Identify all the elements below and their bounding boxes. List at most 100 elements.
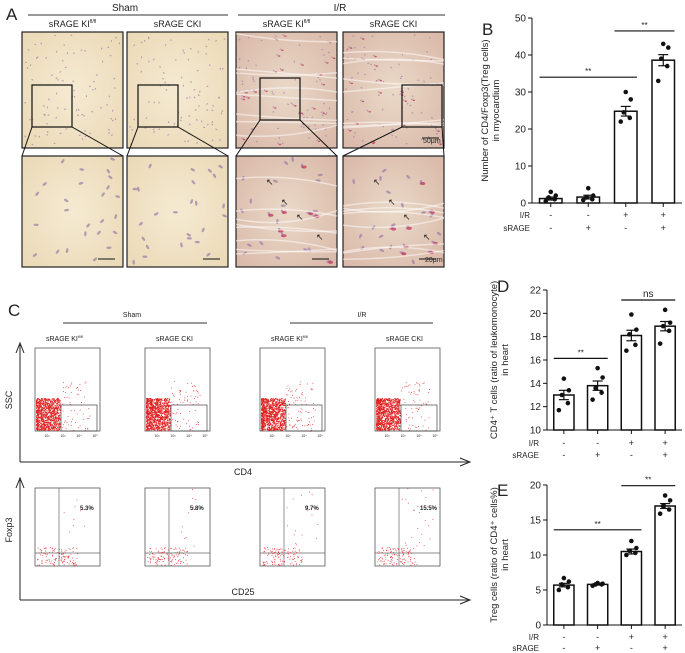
- panel-letter: E: [497, 481, 508, 500]
- data-point: [629, 312, 634, 317]
- row-label: I/R: [529, 633, 539, 642]
- cd4-gate: [400, 404, 438, 432]
- significance-label: **: [578, 348, 584, 357]
- condition-sign: -: [596, 438, 599, 448]
- data-point: [565, 584, 571, 590]
- condition-sign: +: [629, 632, 634, 642]
- data-point: [556, 407, 562, 413]
- condition-sign: -: [596, 632, 599, 642]
- data-point: [666, 328, 672, 334]
- data-point: [548, 189, 554, 195]
- data-point: [660, 503, 666, 509]
- bar: [654, 505, 676, 626]
- data-point: [546, 195, 552, 200]
- group-label-sham: Sham: [112, 3, 138, 14]
- cd4-gate: [170, 404, 208, 432]
- axis-tick: 10³: [60, 434, 66, 438]
- data-point: [660, 41, 666, 47]
- treg-percentage: 9.7%: [305, 506, 319, 512]
- data-point: [662, 307, 668, 313]
- data-point: [655, 78, 661, 84]
- y-tick-label: 20: [515, 125, 527, 136]
- x-axis-arrow-cd25: [20, 595, 472, 605]
- bar: [654, 325, 676, 431]
- axis-tick: 10²: [384, 434, 390, 438]
- chart-d: D 10 12 14 16 18 20 22 CD4⁺ T cells (ratio of le…: [489, 277, 682, 460]
- arrow-icon: ↖: [316, 232, 324, 242]
- zoom-connector: [441, 126, 445, 157]
- treg-percentage: 5.3%: [80, 506, 94, 512]
- data-point: [624, 552, 629, 558]
- treg-percentage: 15.5%: [420, 506, 438, 512]
- axis-tick: 10⁵: [317, 434, 323, 438]
- data-point: [590, 193, 596, 198]
- data-point: [590, 397, 595, 402]
- y-tick-label: 0: [535, 621, 541, 632]
- group-label-sham: Sham: [123, 312, 141, 319]
- condition-sign: +: [661, 210, 666, 220]
- y-tick-label: 10: [530, 551, 542, 562]
- axis-tick: 10²: [44, 434, 50, 438]
- condition-sign: -: [562, 438, 565, 448]
- zoom-connector: [342, 126, 403, 157]
- axis-tick: 10⁴: [301, 434, 307, 438]
- axis-tick: 10³: [170, 434, 176, 438]
- chart-e: E 0 5 10 15 20 Treg cells (ratio of CD4⁺ cells…: [489, 476, 682, 653]
- cd4-gate: [285, 404, 323, 432]
- micrograph-4: [342, 31, 445, 149]
- axis-tick: 10⁵: [202, 434, 208, 438]
- axis-tick: 10²: [154, 434, 160, 438]
- zoom-connector: [299, 119, 338, 157]
- data-point: [600, 581, 605, 586]
- data-point: [593, 385, 598, 391]
- y-axis-arrow-ssc: [15, 341, 25, 462]
- bar: [651, 59, 676, 204]
- data-point: [543, 198, 549, 204]
- zoom-region-box: [137, 84, 179, 128]
- y-axis-label-line2: in myocardium: [491, 80, 502, 142]
- data-point: [633, 342, 638, 348]
- panel-a: A Sham I/R sRAGE KIfl/fl sRAGE CKI sRAGE K…: [6, 3, 445, 268]
- row-label: I/R: [529, 439, 539, 448]
- panel-c: C Sham I/R sRAGE KIfl/fl sRAGE CKI sRAGE K…: [4, 301, 472, 605]
- flow-plot-foxp3-cd25-1: 5.3%: [34, 487, 101, 567]
- y-axis-label-line2: in heart: [500, 344, 511, 376]
- column-label: sRAGE KIfl/fl: [263, 19, 310, 29]
- data-point: [561, 376, 567, 381]
- y-axis-label: Treg cells (ratio of CD4⁺ cells%): [489, 487, 500, 623]
- significance-label: **: [595, 520, 601, 529]
- data-point: [600, 375, 605, 380]
- data-point: [621, 110, 627, 115]
- data-point: [657, 341, 663, 346]
- axis-tick: 10⁴: [416, 434, 422, 438]
- zoom-connector: [71, 126, 124, 157]
- axis-tick: 10³: [285, 434, 291, 438]
- axis-tick: 10⁴: [76, 434, 82, 438]
- condition-sign: +: [586, 223, 591, 233]
- data-point: [583, 195, 589, 200]
- data-point: [559, 392, 565, 398]
- data-point: [624, 348, 629, 353]
- condition-sign: +: [662, 438, 667, 448]
- flow-plot-ssc-cd4-2: 10² 10³ 10⁴ 10⁵: [144, 347, 211, 438]
- axis-tick: 10⁵: [432, 434, 438, 438]
- significance-label: **: [641, 21, 647, 30]
- zoom-connector: [21, 126, 33, 157]
- zoomed-micrograph-2: [126, 155, 229, 268]
- row-label: sRAGE: [512, 644, 539, 653]
- y-tick-label: 30: [515, 88, 527, 99]
- data-point: [559, 582, 565, 587]
- axis-tick: 10⁴: [186, 434, 192, 438]
- data-point: [667, 498, 673, 503]
- zoom-connector: [177, 126, 229, 157]
- condition-sign: -: [562, 643, 565, 653]
- bar: [620, 334, 643, 431]
- cd4-gate: [60, 404, 98, 432]
- axis-tick: 10⁵: [92, 434, 98, 438]
- arrow-icon: ↖: [373, 177, 381, 187]
- condition-sign: -: [587, 210, 590, 220]
- y-tick-label: 18: [530, 332, 542, 343]
- condition-sign: +: [595, 450, 600, 460]
- y-axis-label: Number of CD4/Foxp3(Treg cells): [480, 39, 491, 181]
- condition-sign: +: [629, 438, 634, 448]
